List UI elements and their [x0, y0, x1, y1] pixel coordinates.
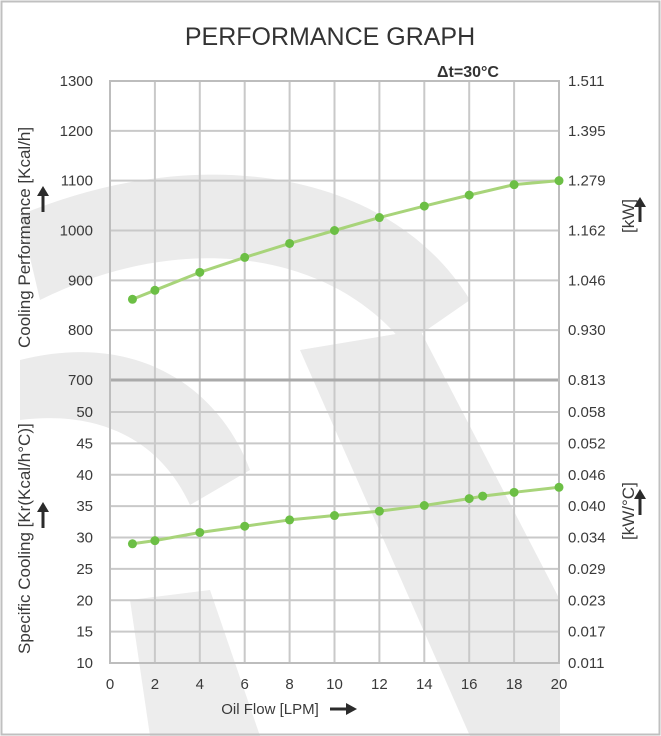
specific-cooling-point: [509, 487, 519, 497]
specific-cooling-point: [464, 494, 474, 504]
bottom-y-tick-label: 10: [76, 655, 93, 672]
bottom-y-up-arrow-icon: [37, 502, 49, 528]
top-right-tick-label: 1.046: [568, 272, 606, 289]
specific-cooling-point: [419, 500, 429, 510]
x-tick-label: 4: [196, 676, 204, 693]
bottom-right-tick-label: 0.058: [568, 404, 606, 421]
top-y-tick-label: 1300: [60, 73, 93, 90]
x-tick-label: 20: [551, 676, 568, 693]
cooling-performance-series: [127, 176, 564, 304]
cooling-performance-point: [150, 285, 160, 295]
cooling-performance-point: [127, 294, 137, 304]
bottom-right-tick-label: 0.029: [568, 561, 606, 578]
cooling-performance-point: [509, 180, 519, 190]
specific-cooling-point: [150, 536, 160, 546]
bottom-y-tick-label: 50: [76, 404, 93, 421]
specific-cooling-point: [195, 527, 205, 537]
x-tick-label: 2: [151, 676, 159, 693]
bottom-right-tick-label: 0.052: [568, 435, 606, 452]
specific-cooling-line: [132, 485, 560, 546]
top-right-up-arrow-icon: [634, 197, 646, 222]
specific-cooling-point: [240, 521, 250, 531]
top-right-tick-label: 1.511: [568, 73, 604, 90]
specific-cooling-point: [330, 511, 339, 521]
cooling-performance-point: [374, 213, 384, 223]
top-right-axis-label: [kW]: [619, 199, 638, 233]
bottom-y-tick-label: 25: [76, 561, 93, 578]
specific-cooling-point: [374, 506, 384, 516]
bottom-y-axis-label: Specific Cooling [Kr(Kcal/h°C)]: [15, 423, 34, 654]
plot-frame: [109, 80, 560, 664]
x-tick-label: 6: [241, 676, 249, 693]
bottom-right-up-arrow-icon: [634, 489, 646, 515]
bottom-y-tick-label: 45: [76, 435, 93, 452]
chart-title: PERFORMANCE GRAPH: [185, 23, 475, 51]
top-y-tick-label: 1000: [60, 223, 93, 240]
specific-cooling-point: [127, 539, 137, 549]
top-grid: [109, 80, 560, 663]
top-y-axis-label: Cooling Performance [Kcal/h]: [15, 127, 34, 348]
top-right-tick-label: 1.162: [568, 223, 606, 240]
cooling-performance-point: [419, 201, 429, 211]
cooling-performance-point: [464, 190, 474, 200]
specific-cooling-point: [554, 482, 564, 492]
specific-cooling-point: [285, 515, 295, 525]
cooling-performance-point: [554, 176, 564, 186]
top-y-tick-label: 800: [68, 322, 93, 339]
x-tick-label: 18: [506, 676, 523, 693]
top-y-tick-label: 900: [68, 272, 93, 289]
x-axis-right-arrow-icon: [330, 703, 357, 715]
watermark-stripe: [300, 330, 560, 736]
delta-t-annotation: Δt=30°C: [437, 64, 499, 81]
x-tick-label: 10: [326, 676, 343, 693]
top-y-up-arrow-icon: [37, 186, 49, 212]
bottom-y-tick-label: 30: [76, 530, 93, 547]
x-axis-label: Oil Flow [LPM]: [221, 701, 319, 718]
x-tick-label: 14: [416, 676, 433, 693]
watermark-arc-lower: [20, 352, 250, 505]
axes-frame: [109, 80, 560, 664]
bottom-right-tick-label: 0.046: [568, 467, 606, 484]
bottom-right-tick-label: 0.017: [568, 624, 606, 641]
bottom-y-tick-label: 20: [76, 592, 93, 609]
x-tick-label: 8: [285, 676, 293, 693]
cooling-performance-point: [330, 226, 339, 235]
top-right-tick-label: 0.930: [568, 322, 606, 339]
top-y-tick-label: 1100: [61, 173, 93, 190]
cooling-performance-point: [285, 238, 295, 248]
bottom-y-tick-label: 35: [76, 498, 93, 515]
cooling-performance-point: [240, 252, 250, 262]
x-tick-label: 0: [106, 676, 114, 693]
top-right-tick-label: 1.279: [568, 173, 606, 190]
cooling-performance-point: [195, 267, 205, 277]
specific-cooling-series: [127, 482, 564, 549]
bottom-right-tick-label: 0.040: [568, 498, 606, 515]
top-right-tick-label: 0.813: [568, 372, 606, 389]
bottom-right-tick-label: 0.011: [568, 655, 604, 672]
x-tick-label: 16: [461, 676, 478, 693]
top-y-tick-label: 700: [68, 372, 93, 389]
specific-cooling-point: [478, 491, 488, 501]
bottom-right-tick-label: 0.023: [568, 592, 606, 609]
top-right-tick-label: 1.395: [568, 123, 606, 140]
bottom-y-tick-label: 15: [76, 624, 93, 641]
x-tick-label: 12: [371, 676, 388, 693]
tick-labels: 0 2 4 6 8 10 12 14 16 18 20 700 0.813 800 0.930 900 1.04…: [60, 73, 606, 693]
bottom-y-tick-label: 40: [76, 467, 93, 484]
bottom-right-axis-label: [kW/°C]: [619, 482, 638, 540]
top-y-tick-label: 1200: [60, 123, 93, 140]
bottom-right-tick-label: 0.034: [568, 530, 606, 547]
